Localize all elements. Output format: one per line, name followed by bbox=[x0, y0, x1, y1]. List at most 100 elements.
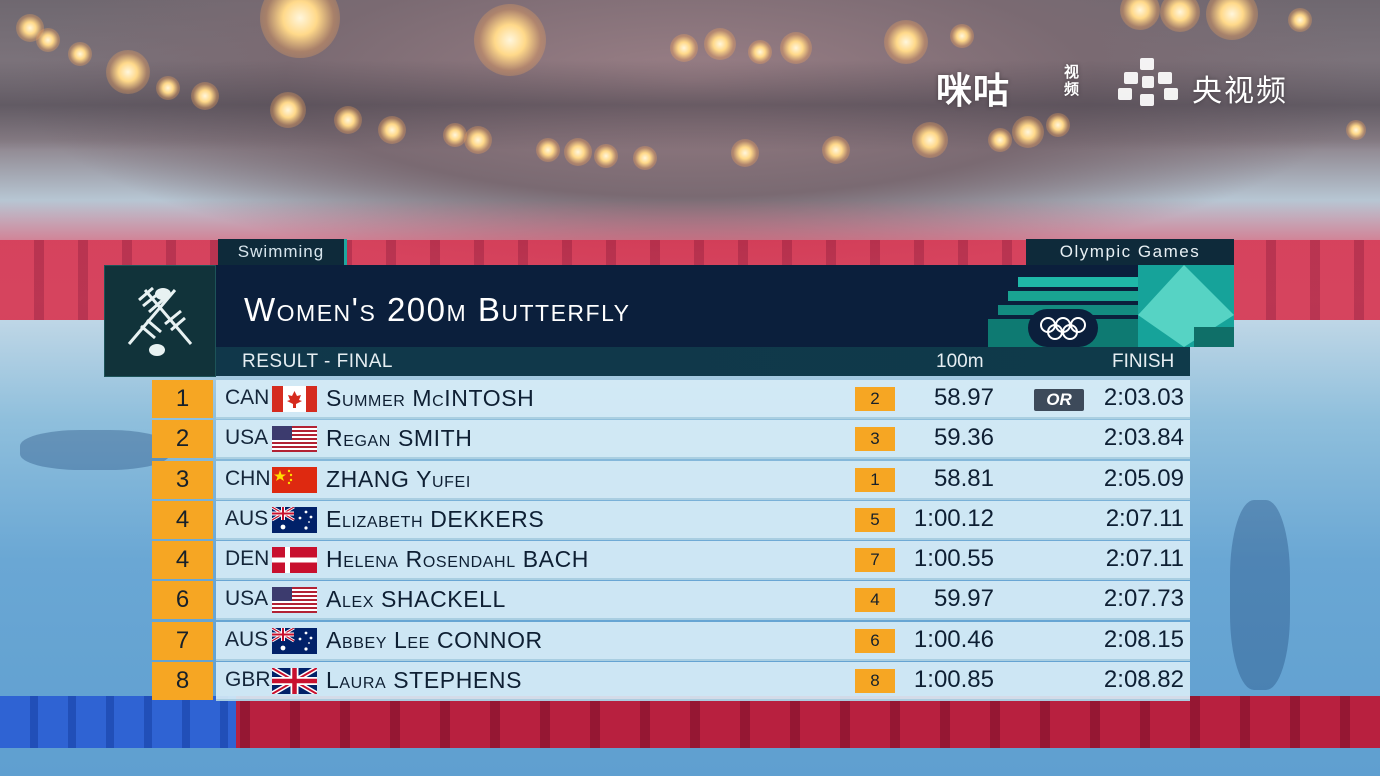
nation-code: DEN bbox=[225, 547, 270, 571]
split-position-badge: 8 bbox=[855, 669, 895, 694]
usa-flag-icon bbox=[272, 426, 317, 453]
rank-badge: 4 bbox=[152, 541, 213, 580]
rank-badge: 6 bbox=[152, 581, 213, 620]
stadium-light bbox=[334, 106, 362, 134]
stadium-light bbox=[191, 82, 219, 110]
stadium-light bbox=[270, 92, 306, 128]
nation-code: GBR bbox=[225, 668, 271, 692]
nation-code: CAN bbox=[225, 386, 270, 409]
stadium-light bbox=[594, 144, 618, 168]
result-row-body: USA Regan SMITH 3 59.36 2:03.84 bbox=[216, 420, 1190, 460]
split-position-badge: 3 bbox=[855, 427, 895, 452]
athlete-name: Abbey Lee CONNOR bbox=[326, 626, 543, 653]
athlete-name: Helena Rosendahl BACH bbox=[326, 546, 589, 573]
athlete-name: Alex SHACKELL bbox=[326, 586, 506, 613]
australia-flag-icon bbox=[272, 627, 317, 654]
result-row: 8 GBR Laura STEPHENS 8 1:00.85 2:08.82 bbox=[152, 661, 1190, 702]
result-row-body: CHN ZHANG Yufei 1 58.81 2:05.09 bbox=[216, 460, 1190, 500]
nation-code: USA bbox=[225, 426, 269, 450]
denmark-flag-icon bbox=[272, 547, 317, 574]
athlete-name: Summer McINTOSH bbox=[326, 385, 535, 411]
usa-flag-icon bbox=[272, 587, 317, 614]
stadium-light bbox=[633, 146, 657, 170]
china-flag-icon bbox=[272, 466, 317, 493]
result-row-body: USA Alex SHACKELL 4 59.97 2:07.73 bbox=[216, 581, 1190, 621]
lane-rope-bottom-blue bbox=[0, 696, 236, 748]
stadium-light bbox=[731, 139, 759, 167]
split-time: 1:00.12 bbox=[913, 504, 994, 532]
stadium-light bbox=[704, 28, 736, 60]
stadium-light bbox=[474, 4, 546, 76]
nation-code: CHN bbox=[225, 466, 271, 490]
sport-tag: Swimming bbox=[218, 239, 347, 265]
split-time: 1:00.46 bbox=[913, 625, 994, 653]
canada-flag-icon bbox=[272, 386, 317, 412]
cctv-watermark: 央视频 bbox=[1192, 74, 1288, 109]
result-row-body: AUS Elizabeth DEKKERS 5 1:00.12 2:07.11 bbox=[216, 500, 1190, 540]
rank-badge: 7 bbox=[152, 621, 213, 660]
swimming-pictogram bbox=[104, 265, 216, 377]
stadium-light bbox=[443, 123, 467, 147]
split-time: 1:00.55 bbox=[913, 545, 994, 573]
result-row: 6 USA Alex SHACKELL 4 59.97 2:07.73 bbox=[152, 580, 1190, 621]
split-position-badge: 5 bbox=[855, 507, 895, 532]
split-position-badge: 6 bbox=[855, 628, 895, 653]
stadium-light bbox=[1288, 8, 1312, 32]
stadium-light bbox=[1046, 113, 1070, 137]
result-row: 4 DEN Helena Rosendahl BACH 7 1:00.55 2:07.11 bbox=[152, 540, 1190, 581]
stadium-light bbox=[36, 28, 60, 52]
finish-time: 2:03.03 bbox=[1103, 384, 1184, 411]
athlete-name: Elizabeth DEKKERS bbox=[326, 505, 545, 532]
result-row-body: CAN Summer McINTOSH 2 58.97 OR 2:03.03 bbox=[216, 380, 1190, 419]
split-time: 59.36 bbox=[933, 424, 994, 452]
rank-badge: 3 bbox=[152, 460, 213, 499]
stadium-light bbox=[464, 126, 492, 154]
stadium-light bbox=[884, 20, 928, 64]
athlete-name: ZHANG Yufei bbox=[326, 465, 471, 492]
split-time: 58.81 bbox=[933, 464, 994, 492]
result-row-body: AUS Abbey Lee CONNOR 6 1:00.46 2:08.15 bbox=[216, 621, 1190, 661]
rank-badge: 4 bbox=[152, 500, 213, 539]
lane-rope-reflection bbox=[0, 200, 1380, 240]
split-position-badge: 7 bbox=[855, 548, 895, 573]
stadium-light bbox=[780, 32, 812, 64]
result-row-body: DEN Helena Rosendahl BACH 7 1:00.55 2:07.11 bbox=[216, 541, 1190, 581]
split-position-badge: 4 bbox=[855, 588, 895, 613]
result-row: 4 AUS Elizabeth DEKKERS 5 1:00.12 2:07.11 bbox=[152, 500, 1190, 540]
finish-time: 2:07.11 bbox=[1105, 504, 1184, 532]
stadium-light bbox=[1206, 0, 1258, 40]
athlete-name: Regan SMITH bbox=[326, 425, 473, 452]
nation-code: AUS bbox=[225, 627, 269, 651]
result-header-bar: RESULT - FINAL 100m FINISH bbox=[216, 347, 1190, 376]
water-ripple bbox=[20, 430, 170, 470]
rank-badge: 2 bbox=[152, 420, 213, 459]
cctv-logo-icon bbox=[1118, 58, 1178, 106]
result-row-body: GBR Laura STEPHENS 8 1:00.85 2:08.82 bbox=[216, 662, 1190, 702]
stadium-light bbox=[1012, 116, 1044, 148]
result-row: 1 CAN Summer McINTOSH 2 58.97 OR 2:03.03 bbox=[152, 379, 1190, 419]
uk-flag-icon bbox=[272, 668, 317, 695]
stadium-light bbox=[156, 76, 180, 100]
finish-time: 2:08.15 bbox=[1103, 625, 1184, 653]
stadium-light bbox=[68, 42, 92, 66]
rank-badge: 8 bbox=[152, 662, 213, 701]
paris-games-artwork bbox=[988, 265, 1234, 347]
migu-watermark-sub: 视频 bbox=[1064, 63, 1080, 98]
split-position-badge: 1 bbox=[855, 467, 895, 492]
stadium-light bbox=[1120, 0, 1160, 30]
split-column-header: 100m bbox=[936, 351, 984, 372]
finish-column-header: FINISH bbox=[1112, 351, 1175, 372]
finish-time: 2:08.82 bbox=[1103, 666, 1184, 694]
stadium-light bbox=[106, 50, 150, 94]
stadium-light bbox=[748, 40, 772, 64]
finish-time: 2:07.73 bbox=[1103, 585, 1184, 613]
stadium-light bbox=[822, 136, 850, 164]
rank-badge: 1 bbox=[152, 380, 213, 418]
australia-flag-icon bbox=[272, 506, 317, 533]
nation-code: USA bbox=[225, 587, 269, 611]
record-badge: OR bbox=[1034, 389, 1084, 411]
result-row: 2 USA Regan SMITH 3 59.36 2:03.84 bbox=[152, 419, 1190, 460]
stadium-light bbox=[564, 138, 592, 166]
split-position-badge: 2 bbox=[855, 387, 895, 411]
stadium-light bbox=[536, 138, 560, 162]
